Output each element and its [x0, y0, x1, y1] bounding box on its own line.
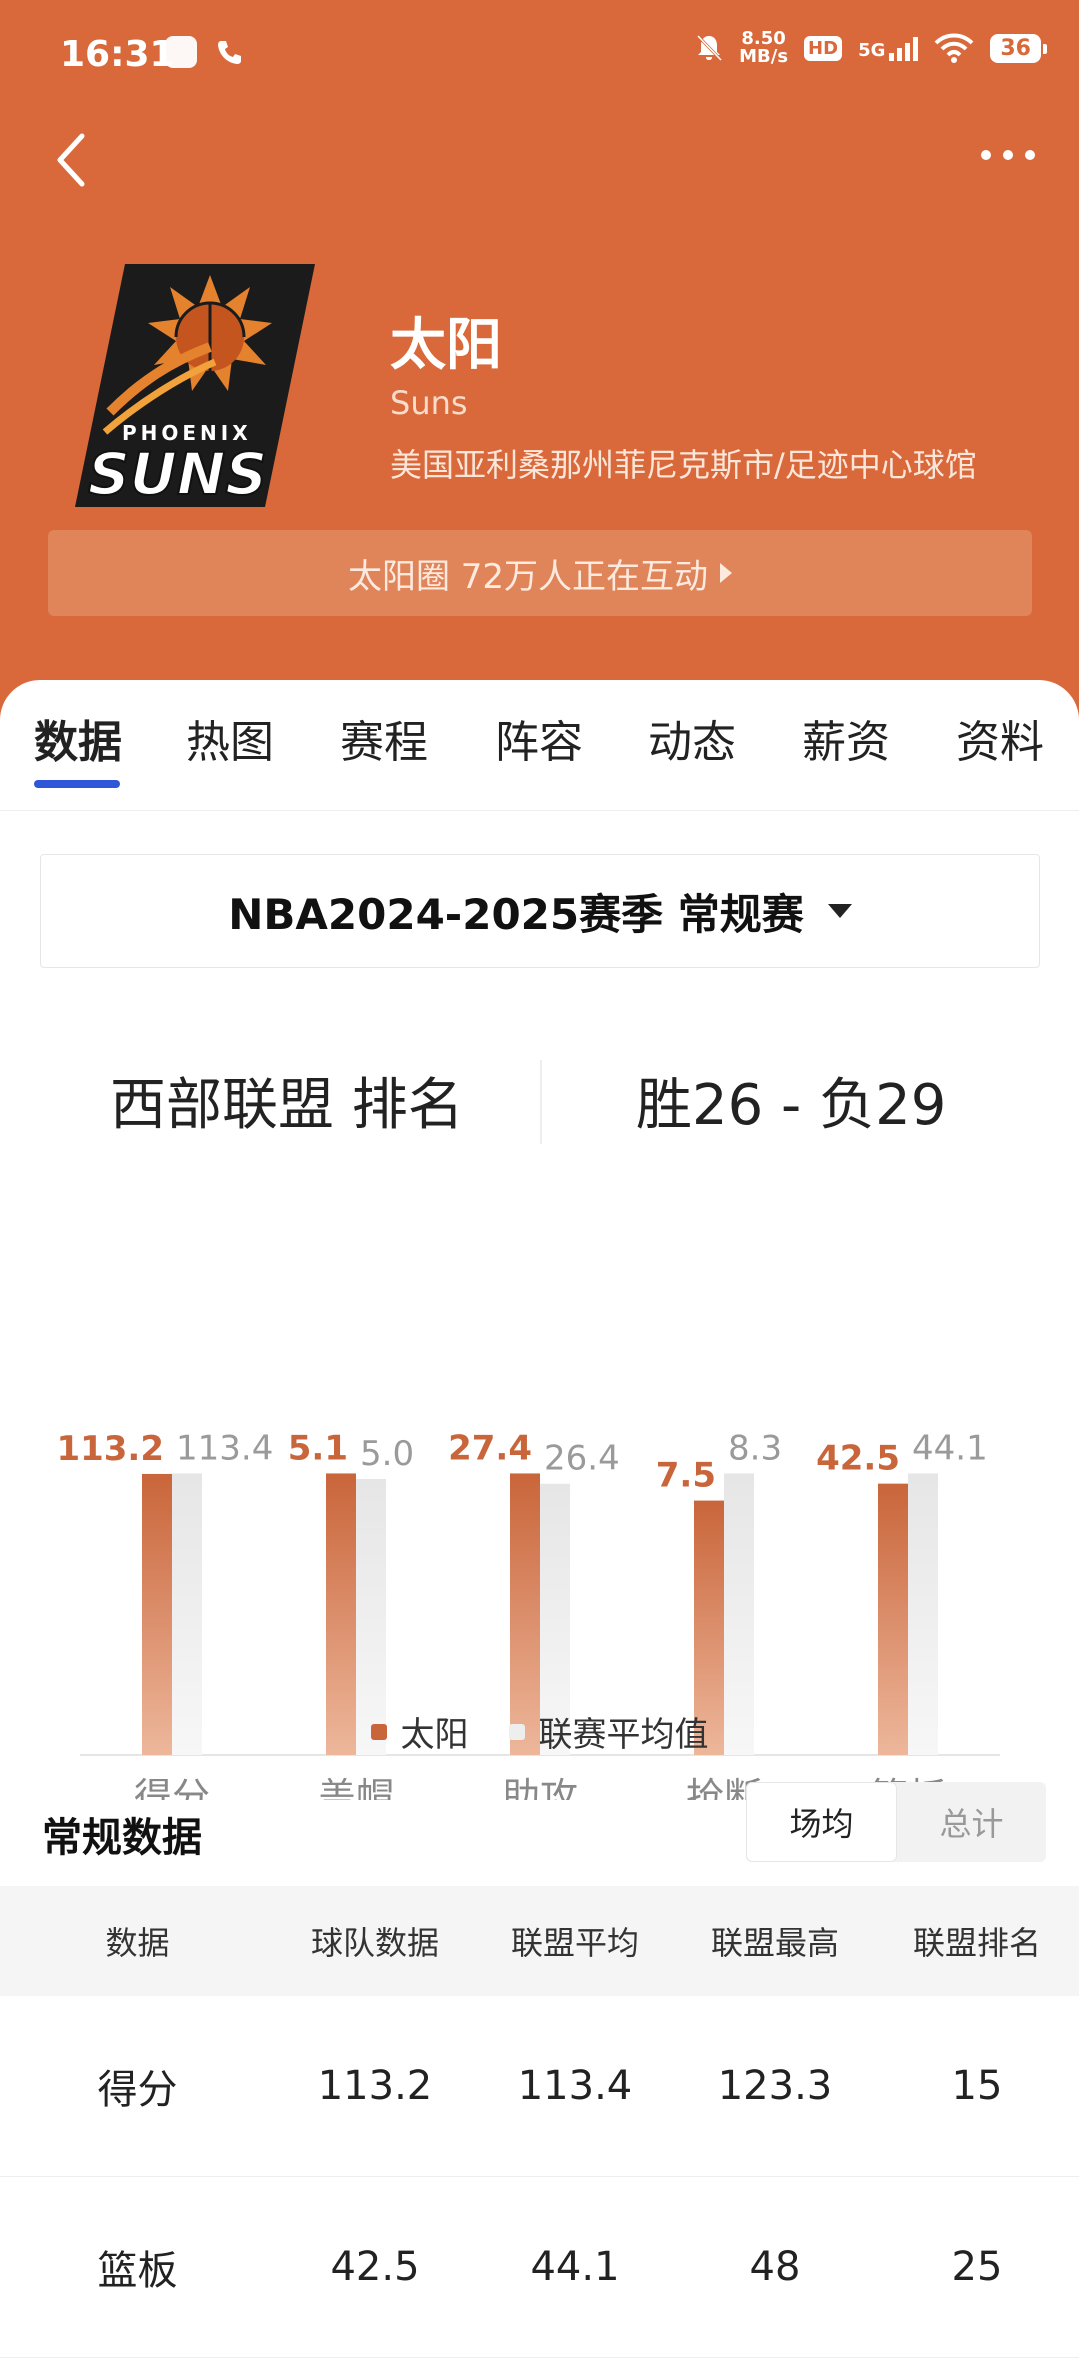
- bar-average-rebounds: [908, 1473, 938, 1755]
- fan-circle-banner[interactable]: 太阳圈 72万人正在互动: [48, 530, 1032, 616]
- bar-average-points: [172, 1473, 202, 1755]
- value-label-average-points: 113.4: [176, 1428, 273, 1468]
- team-name-en: Suns: [390, 384, 468, 422]
- team-location: 美国亚利桑那州菲尼克斯市/足迹中心球馆: [390, 446, 977, 484]
- missed-call-icon: [218, 41, 241, 64]
- category-label-assists: 助攻: [502, 1775, 578, 1800]
- svg-text:PHOENIX: PHOENIX: [122, 421, 252, 445]
- network-type: 5G: [858, 40, 886, 61]
- wifi-icon: [934, 33, 974, 63]
- legend-average: 联赛平均值: [508, 1707, 709, 1756]
- status-left-icons: [165, 36, 245, 68]
- header-league-rank: 联盟排名: [912, 1924, 1041, 1962]
- legend-team-swatch: [370, 1723, 387, 1740]
- network-speed: 8.50 MB/s: [739, 30, 788, 66]
- value-label-average-rebounds: 44.1: [912, 1428, 988, 1468]
- header-league-avg: 联盟平均: [510, 1924, 639, 1962]
- bar-average-assists: [540, 1483, 570, 1755]
- value-label-average-assists: 26.4: [544, 1439, 620, 1479]
- mute-bell-icon: [697, 34, 723, 62]
- status-bar: 16:31 8.50 MB/s HD 5G: [0, 0, 1079, 110]
- team-name-cn: 太阳: [390, 313, 502, 378]
- value-label-average-blocks: 5.0: [360, 1434, 414, 1474]
- tab-roster[interactable]: 阵容: [495, 717, 583, 768]
- season-selected: NBA2024-2025赛季 常规赛: [228, 889, 804, 939]
- hd-badge: HD: [804, 35, 843, 61]
- regular-stats-title: 常规数据: [42, 1815, 202, 1861]
- value-label-team-points: 113.2: [56, 1429, 164, 1469]
- legend-average-swatch: [508, 1723, 525, 1740]
- value-label-average-steals: 8.3: [728, 1428, 782, 1468]
- battery-indicator: 36: [990, 33, 1047, 63]
- row-league-rank: 15: [951, 2063, 1003, 2109]
- header-league-high: 联盟最高: [710, 1924, 839, 1962]
- bar-team-assists: [510, 1473, 540, 1755]
- legend-average-label: 联赛平均值: [538, 1715, 709, 1755]
- signal-5g: 5G: [858, 35, 919, 61]
- table-header: 数据 球队数据 联盟平均 联盟最高 联盟排名: [0, 1886, 1079, 1996]
- signal-bars-icon: [889, 35, 919, 61]
- tab-bar: 数据 热图 赛程 阵容 动态 薪资 资料: [0, 680, 1079, 811]
- tab-schedule[interactable]: 赛程: [340, 717, 428, 768]
- row-league-avg: 113.4: [517, 2063, 633, 2109]
- caret-down-icon: [827, 904, 852, 918]
- rank-divider: [540, 1060, 542, 1144]
- bar-team-points: [142, 1473, 172, 1755]
- category-label-points: 得分: [134, 1775, 210, 1800]
- app-notification-icon: [165, 36, 197, 68]
- season-dropdown[interactable]: NBA2024-2025赛季 常规赛: [40, 854, 1040, 968]
- back-icon[interactable]: [52, 130, 92, 190]
- table-row: 得分 113.2 113.4 123.3 15: [0, 1996, 1079, 2177]
- value-label-team-assists: 27.4: [448, 1428, 532, 1468]
- row-league-high: 123.3: [717, 2063, 833, 2109]
- row-league-avg: 44.1: [530, 2244, 620, 2290]
- bar-average-steals: [724, 1473, 754, 1755]
- fan-circle-text: 太阳圈 72万人正在互动: [347, 556, 709, 597]
- value-label-team-blocks: 5.1: [288, 1428, 348, 1468]
- bar-team-steals: [694, 1500, 724, 1755]
- regular-stats-table: 数据 球队数据 联盟平均 联盟最高 联盟排名 得分 113.2 113.4 12…: [0, 1886, 1079, 2358]
- table-row: 篮板 42.5 44.1 48 25: [0, 2177, 1079, 2358]
- chart-legend: 太阳 联赛平均值: [0, 1707, 1079, 1756]
- toggle-total[interactable]: 总计: [939, 1805, 1004, 1843]
- row-league-rank: 25: [951, 2244, 1003, 2290]
- row-stat-name: 篮板: [97, 2248, 178, 2294]
- row-team-value: 113.2: [317, 2063, 433, 2109]
- tab-salary[interactable]: 薪资: [802, 717, 890, 768]
- row-team-value: 42.5: [330, 2244, 420, 2290]
- tab-news[interactable]: 动态: [648, 717, 736, 768]
- network-speed-unit: MB/s: [739, 46, 789, 67]
- tab-profile[interactable]: 资料: [956, 717, 1044, 768]
- active-tab-indicator: [34, 780, 120, 788]
- suns-logo-icon: PHOENIX SUNS: [75, 264, 315, 509]
- header-team: 球队数据: [310, 1924, 439, 1962]
- tab-data[interactable]: 数据: [34, 717, 122, 768]
- ranking-row: 西部联盟 排名 胜26 - 负29: [0, 1060, 1079, 1180]
- status-right: 8.50 MB/s HD 5G 36: [695, 30, 1047, 66]
- toggle-per-game[interactable]: 场均: [746, 1782, 897, 1862]
- bar-team-rebounds: [878, 1483, 908, 1755]
- row-stat-name: 得分: [97, 2067, 178, 2113]
- bar-average-blocks: [356, 1478, 386, 1755]
- stats-mode-toggle: 场均 总计: [746, 1782, 1046, 1862]
- network-speed-value: 8.50: [741, 28, 786, 49]
- legend-team-label: 太阳: [400, 1715, 469, 1755]
- conference-rank-label: 西部联盟 排名: [110, 1073, 464, 1138]
- win-loss-record: 胜26 - 负29: [636, 1073, 947, 1138]
- svg-text:SUNS: SUNS: [88, 440, 267, 508]
- value-label-team-steals: 7.5: [656, 1456, 716, 1496]
- team-header: 16:31 8.50 MB/s HD 5G: [0, 0, 1079, 720]
- bar-team-blocks: [326, 1473, 356, 1755]
- header-stat: 数据: [105, 1924, 170, 1962]
- legend-team: 太阳: [370, 1707, 469, 1756]
- more-options-icon[interactable]: [981, 150, 1035, 160]
- tab-heatmap[interactable]: 热图: [186, 717, 274, 768]
- value-label-team-rebounds: 42.5: [816, 1439, 900, 1479]
- row-league-high: 48: [749, 2244, 801, 2290]
- status-time: 16:31: [60, 34, 175, 75]
- category-label-blocks: 盖帽: [318, 1775, 394, 1800]
- content-card: 数据 热图 赛程 阵容 动态 薪资 资料 NBA2024-2025赛季 常规赛 …: [0, 680, 1079, 2358]
- chevron-right-icon: [720, 563, 733, 583]
